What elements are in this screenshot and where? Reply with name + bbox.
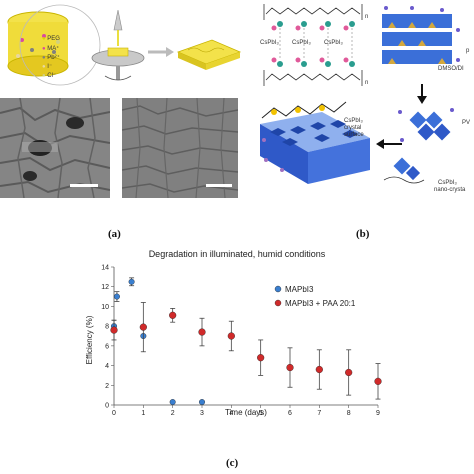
legend-marker — [274, 299, 282, 307]
data-point — [315, 365, 323, 374]
legend-ma: ● MA⁺ — [42, 46, 60, 52]
panel-b-schematic — [260, 4, 460, 184]
data-point — [198, 399, 205, 406]
crystal-surface-label-2: crystal — [344, 125, 362, 131]
y-tick-label: 6 — [105, 343, 109, 350]
x-tick-label: 7 — [317, 410, 321, 417]
subscript-n-bottom: n — [365, 80, 369, 86]
p-label: p — [466, 48, 470, 54]
y-axis-label: Efficiency (%) — [85, 315, 94, 364]
data-point — [128, 278, 135, 285]
legend-pb: ● Pb²⁺ — [42, 55, 60, 61]
x-tick-label: 6 — [288, 410, 292, 417]
legend-label: MAPbI3 — [285, 285, 314, 294]
data-point — [139, 323, 147, 331]
x-tick-label: 8 — [347, 410, 351, 417]
panel-b: CsPbI₃ CsPbI₃ CsPbI₃ n n DMSO/DI p PV Cs… — [252, 0, 474, 200]
legend-label: MAPbI3 + PAA 20:1 — [285, 299, 356, 308]
panel-c-label: (c) — [226, 457, 239, 469]
panel-a-label: (a) — [108, 228, 121, 240]
cspbi3-label-2: CsPbI₃ — [292, 40, 311, 46]
subscript-n-top: n — [365, 14, 369, 20]
sem-image-left — [0, 98, 110, 198]
data-point — [169, 311, 177, 319]
y-tick-label: 2 — [105, 383, 109, 390]
data-point — [198, 328, 206, 336]
legend-cl: ● Cl⁻ — [42, 73, 57, 79]
x-tick-label: 1 — [141, 410, 145, 417]
y-tick-label: 0 — [105, 403, 109, 410]
scale-bar-left — [70, 184, 98, 187]
x-tick-label: 5 — [259, 410, 263, 417]
scale-bar-right — [206, 184, 232, 187]
chart-series — [110, 277, 382, 406]
chart-axes — [111, 266, 379, 408]
cspbi3-label-1: CsPbI₃ — [260, 40, 279, 46]
legend-marker — [274, 285, 282, 293]
x-tick-label: 3 — [200, 410, 204, 417]
x-tick-label: 0 — [112, 410, 116, 417]
y-tick-label: 14 — [101, 265, 109, 272]
efficiency-chart: Degradation in illuminated, humid condit… — [85, 249, 382, 418]
nano-crystal-label-2: nano-crysta — [434, 187, 466, 193]
cspbi3-label-3: CsPbI₃ — [324, 40, 343, 46]
x-tick-label: 2 — [171, 410, 175, 417]
pv-label: PV — [462, 120, 471, 126]
dmso-label: DMSO/DI — [438, 66, 464, 72]
panel-a: ● PEG ● MA⁺ ● Pb²⁺ ● I⁻ ● Cl⁻ — [0, 0, 250, 200]
data-point — [257, 354, 265, 362]
crystal-surface-label-1: CsPbI₃ — [344, 118, 363, 124]
data-point — [110, 326, 118, 334]
panel-b-label: (b) — [356, 228, 370, 240]
data-point — [286, 363, 294, 372]
y-tick-label: 12 — [101, 284, 109, 291]
panel-c: Degradation in illuminated, humid condit… — [0, 245, 474, 474]
panel-a-schematic — [7, 4, 242, 86]
y-tick-label: 8 — [105, 324, 109, 331]
x-axis-label: Time (days) — [225, 408, 267, 417]
x-tick-label: 9 — [376, 410, 380, 417]
y-tick-label: 4 — [105, 363, 109, 370]
crystal-surface-label-3: surface — [344, 132, 364, 138]
data-point — [374, 377, 382, 385]
sem-image-right — [122, 98, 238, 198]
series-mapbi3 — [110, 277, 205, 406]
y-tick-label: 10 — [101, 304, 109, 311]
data-point — [169, 399, 176, 406]
series-mapbi3-paa — [110, 302, 382, 400]
legend-i: ● I⁻ — [42, 64, 53, 70]
data-point — [227, 332, 235, 340]
data-point — [345, 368, 353, 377]
legend-peg: ● PEG — [42, 36, 60, 42]
chart-legend: MAPbI3 MAPbI3 + PAA 20:1 — [274, 285, 356, 308]
data-point — [113, 293, 120, 300]
x-tick-label: 4 — [229, 410, 233, 417]
chart-title: Degradation in illuminated, humid condit… — [149, 249, 326, 259]
nano-crystal-label-1: CsPbI₃ — [438, 180, 457, 186]
